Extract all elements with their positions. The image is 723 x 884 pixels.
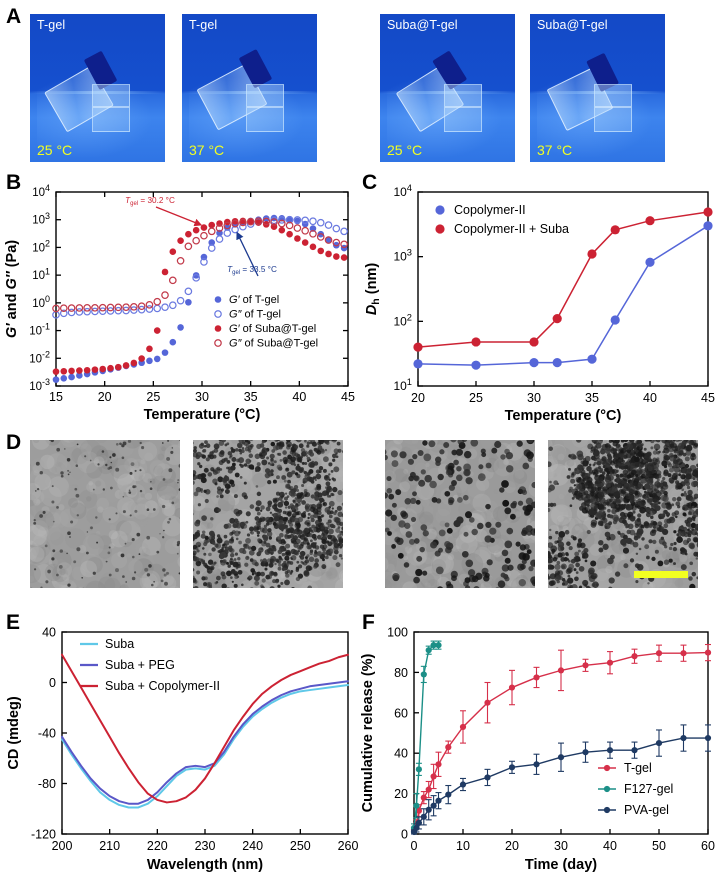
temperature-label: 37 °C xyxy=(189,142,225,158)
cuvette xyxy=(594,84,632,132)
panel-letter-b: B xyxy=(6,171,22,194)
tem-texture xyxy=(385,440,535,588)
panel-f-chart: 0 20 40 60 80 100 0 10 20 30 40 50 60 T-gel F127-gel PV… xyxy=(356,616,721,882)
panel-d-image-4: Copolymer-II+Suba 37 °C 400 nm xyxy=(548,440,698,588)
sample-label: Suba@T-gel xyxy=(387,18,458,32)
tem-texture xyxy=(193,440,343,588)
svg-text:G″ of T-gel: G″ of T-gel xyxy=(229,309,281,321)
svg-text:102: 102 xyxy=(393,312,412,328)
sample-label: T-gel xyxy=(37,18,66,32)
sample-label: T-gel xyxy=(189,18,218,32)
panel-a-photo-2: T-gel 37 °C xyxy=(182,14,317,162)
svg-text:40: 40 xyxy=(292,390,306,404)
panel-letter-d: D xyxy=(6,431,22,454)
panel-letter-c: C xyxy=(362,171,378,194)
svg-text:Tgel = 33.5 °C: Tgel = 33.5 °C xyxy=(227,265,277,276)
svg-text:101: 101 xyxy=(32,266,50,282)
svg-text:Temperature (°C): Temperature (°C) xyxy=(505,408,622,424)
svg-text:104: 104 xyxy=(32,183,50,199)
panel-b-chart: 10-3 10-2 10-1 100 101 102 103 104 15 20 25 30 35 40 4… xyxy=(0,178,360,428)
svg-text:Temperature (°C): Temperature (°C) xyxy=(144,407,261,423)
panel-c-chart: 101 102 103 104 20 25 30 35 40 45 Copolymer-II Copo… xyxy=(356,178,721,428)
svg-text:G′ of T-gel: G′ of T-gel xyxy=(229,294,279,306)
tem-texture xyxy=(30,440,180,588)
scale-bar xyxy=(634,571,688,578)
svg-text:Tgel = 30.2 °C: Tgel = 30.2 °C xyxy=(125,196,175,207)
panel-letter-f: F xyxy=(362,611,375,634)
svg-text:G′ and G″ (Pa): G′ and G″ (Pa) xyxy=(4,240,20,338)
svg-text:G″ of Suba@T-gel: G″ of Suba@T-gel xyxy=(229,338,318,350)
svg-text:30: 30 xyxy=(527,391,541,405)
cuvette xyxy=(246,84,284,132)
panel-a-photo-1: T-gel 25 °C xyxy=(30,14,165,162)
panel-d-image-1: Copolymer-II 25 °C xyxy=(30,440,180,588)
panel-a-photo-3: Suba@T-gel 25 °C xyxy=(380,14,515,162)
svg-text:25: 25 xyxy=(469,391,483,405)
panel-e-chart: -120 -80 -40 0 40 200 210 220 230 240 250 260 Suba Su… xyxy=(0,616,360,882)
temperature-label: 25 °C xyxy=(37,142,73,158)
svg-text:15: 15 xyxy=(49,390,63,404)
panel-letter-a: A xyxy=(6,5,22,28)
svg-text:Copolymer-II + Suba: Copolymer-II + Suba xyxy=(454,222,569,236)
svg-text:40: 40 xyxy=(643,391,657,405)
panel-letter-e: E xyxy=(6,611,21,634)
sample-label: Suba@T-gel xyxy=(537,18,608,32)
svg-text:45: 45 xyxy=(341,390,355,404)
svg-text:30: 30 xyxy=(195,390,209,404)
svg-text:100: 100 xyxy=(32,294,50,310)
tem-texture xyxy=(548,440,698,588)
panel-c-svg: 101 102 103 104 20 25 30 35 40 45 Copolymer-II Copo… xyxy=(364,183,715,424)
svg-text:103: 103 xyxy=(393,248,412,264)
svg-text:104: 104 xyxy=(393,183,412,199)
svg-text:20: 20 xyxy=(411,391,425,405)
panel-d-image-3: Copolymer-II+Suba 25 °C xyxy=(385,440,535,588)
temperature-label: 25 °C xyxy=(387,142,423,158)
svg-text:102: 102 xyxy=(32,239,50,255)
svg-text:10-3: 10-3 xyxy=(29,377,50,393)
svg-text:10-1: 10-1 xyxy=(29,322,50,338)
svg-text:25: 25 xyxy=(146,390,160,404)
svg-text:20: 20 xyxy=(98,390,112,404)
cuvette xyxy=(92,84,130,132)
svg-text:G′ of Suba@T-gel: G′ of Suba@T-gel xyxy=(229,323,316,335)
panel-d-image-2: Copolymer-II 37 °C xyxy=(193,440,343,588)
svg-text:35: 35 xyxy=(585,391,599,405)
svg-text:Copolymer-II: Copolymer-II xyxy=(454,203,526,217)
svg-text:103: 103 xyxy=(32,211,50,227)
svg-text:101: 101 xyxy=(393,377,412,393)
panel-b-svg: 10-3 10-2 10-1 100 101 102 103 104 15 20 25 30 35 40 4… xyxy=(4,183,355,423)
temperature-label: 37 °C xyxy=(537,142,573,158)
svg-text:10-2: 10-2 xyxy=(29,349,50,365)
cuvette xyxy=(444,84,482,132)
panel-a-photo-4: Suba@T-gel 37 °C xyxy=(530,14,665,162)
svg-text:45: 45 xyxy=(701,391,715,405)
svg-text:35: 35 xyxy=(244,390,258,404)
svg-text:Dh (nm): Dh (nm) xyxy=(364,263,382,316)
